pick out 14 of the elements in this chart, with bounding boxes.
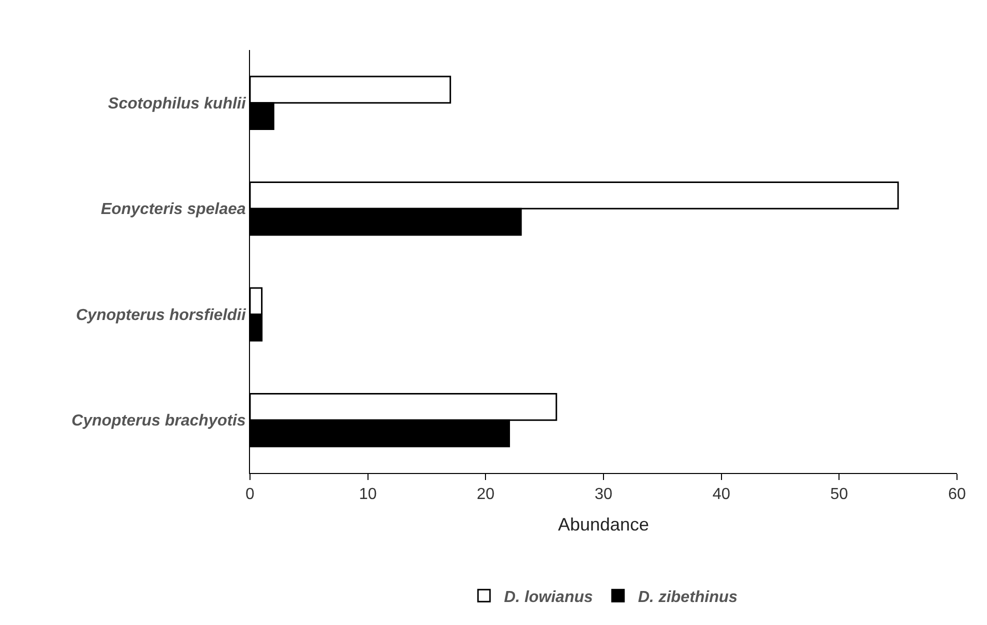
y-tick-label: Cynopterus brachyotis [72,412,246,430]
x-tick-label: 30 [594,486,612,504]
x-tick-label: 50 [830,486,848,504]
legend-label: D. lowianus [504,588,593,606]
legend-label: D. zibethinus [638,588,738,606]
x-tick-label: 20 [476,486,495,504]
x-tick-label: 10 [358,486,377,504]
y-tick-label: Scotophilus kuhlii [108,95,246,112]
x-tick-label: 60 [948,486,966,504]
x-tick-label: 40 [712,486,730,504]
y-tick-label: Cynopterus horsfieldii [76,306,246,324]
x-axis-title: Abundance [558,514,650,534]
x-tick-label: 0 [246,486,255,504]
y-tick-label: Eonycteris spelaea [100,201,246,218]
